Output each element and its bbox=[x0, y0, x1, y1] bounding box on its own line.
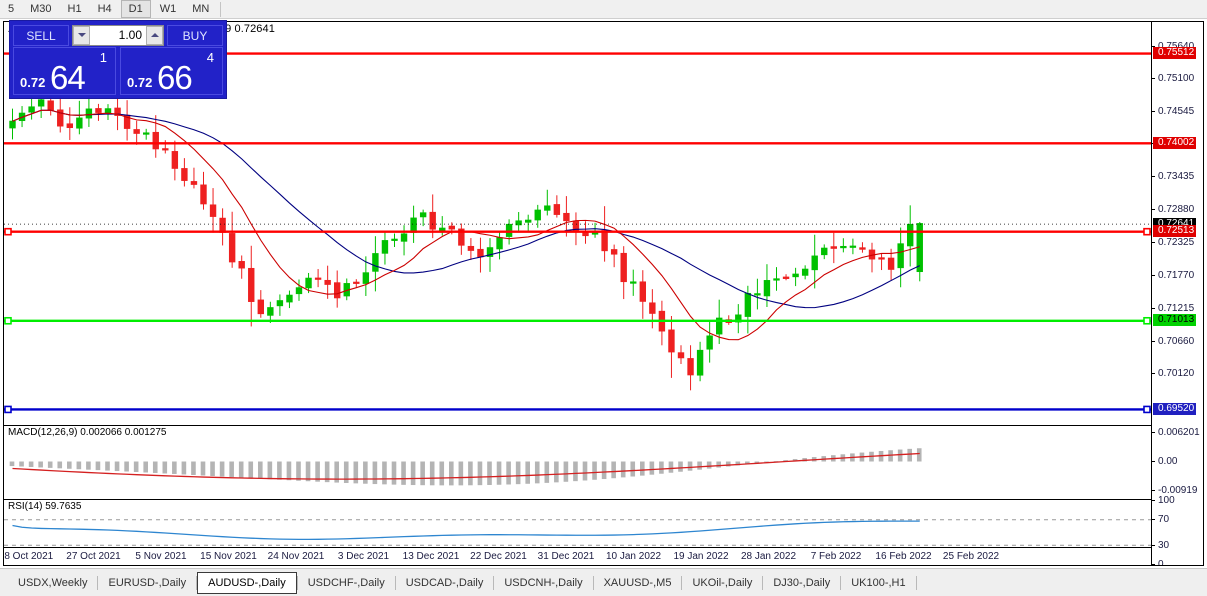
tab-divider bbox=[762, 575, 764, 590]
price-level-label-support: 0.71013 bbox=[1153, 314, 1197, 327]
price-tick: 0.70660 bbox=[1152, 336, 1203, 347]
price-tick: 0.71215 bbox=[1152, 303, 1203, 314]
macd-tick: -0.00919 bbox=[1152, 485, 1203, 496]
chevron-up-icon bbox=[150, 33, 159, 37]
tab-divider bbox=[840, 575, 842, 590]
rsi-tick: 0 bbox=[1152, 559, 1203, 565]
date-tick: 27 Oct 2021 bbox=[66, 551, 121, 562]
date-tick: 24 Nov 2021 bbox=[267, 551, 325, 562]
tab-divider bbox=[296, 575, 298, 590]
price-tick: 0.70120 bbox=[1152, 368, 1203, 379]
toolbar-divider bbox=[220, 1, 222, 17]
tab-divider bbox=[915, 575, 917, 590]
date-tick: 22 Dec 2021 bbox=[470, 551, 527, 562]
chart-window[interactable]: AUDUSD-,Daily 0.71834 0.72667 0.71669 0.… bbox=[3, 21, 1204, 566]
rsi-tick: 70 bbox=[1152, 514, 1203, 525]
timeframe-w1[interactable]: W1 bbox=[159, 2, 177, 15]
tab-divider bbox=[493, 575, 495, 590]
chart-tab-usdchf-daily[interactable]: USDCHF-,Daily bbox=[307, 576, 385, 589]
chart-tab-ukoil-daily[interactable]: UKOil-,Daily bbox=[692, 576, 753, 589]
sell-price-main: 64 bbox=[50, 59, 86, 96]
tab-divider bbox=[592, 575, 594, 590]
rsi-plot bbox=[4, 519, 1152, 546]
price-level-label-ask-line: 0.69520 bbox=[1153, 402, 1197, 415]
candlestick-plot bbox=[4, 52, 1152, 414]
date-tick: 10 Jan 2022 bbox=[605, 551, 662, 562]
timeframe-mn[interactable]: MN bbox=[192, 2, 210, 15]
date-tick: 7 Feb 2022 bbox=[810, 551, 862, 562]
price-tick: 0.75100 bbox=[1152, 73, 1203, 84]
one-click-trading-panel[interactable]: SELL 1.00 BUY 0.72 64 1 0.72 66 4 bbox=[9, 20, 227, 99]
chart-tab-eurusd-daily[interactable]: EURUSD-,Daily bbox=[108, 576, 187, 589]
macd-tick: 0.006201 bbox=[1152, 427, 1203, 438]
chart-tabs-bar[interactable]: USDX,Weekly EURUSD-,Daily AUDUSD-,Daily USD… bbox=[0, 568, 1207, 596]
quantity-stepper[interactable]: 1.00 bbox=[72, 24, 164, 46]
date-axis[interactable]: 18 Oct 2021 27 Oct 2021 5 Nov 2021 15 Nov 2… bbox=[4, 547, 1152, 565]
price-tick: 0.72880 bbox=[1152, 204, 1203, 215]
chart-tab-usdcad-daily[interactable]: USDCAD-,Daily bbox=[405, 576, 484, 589]
date-tick: 18 Oct 2021 bbox=[3, 551, 54, 562]
quantity-decrement-button[interactable] bbox=[73, 25, 90, 45]
price-level-label-resistance: 0.74002 bbox=[1153, 136, 1197, 149]
tab-divider bbox=[394, 575, 396, 590]
price-pane[interactable] bbox=[4, 36, 1152, 422]
chart-tab-dj30-daily[interactable]: DJ30-,Daily bbox=[773, 576, 831, 589]
date-tick: 31 Dec 2021 bbox=[537, 551, 595, 562]
chart-tab-usdcnh-daily[interactable]: USDCNH-,Daily bbox=[504, 576, 583, 589]
chart-tab-xauusd-m5[interactable]: XAUUSD-,M5 bbox=[603, 576, 672, 589]
rsi-tick: 30 bbox=[1152, 540, 1203, 551]
buy-price-main: 66 bbox=[157, 59, 193, 96]
price-tick: 0.71770 bbox=[1152, 270, 1203, 281]
macd-tick: 0.00 bbox=[1152, 456, 1203, 467]
price-tick: 0.73435 bbox=[1152, 171, 1203, 182]
chart-tab-uk100-h1[interactable]: UK100-,H1 bbox=[851, 576, 906, 589]
sell-price-box[interactable]: 0.72 64 1 bbox=[13, 47, 116, 96]
chart-tab-audusd-daily[interactable]: AUDUSD-,Daily bbox=[197, 571, 297, 594]
sell-price-prefix: 0.72 bbox=[20, 75, 46, 90]
date-tick: 13 Dec 2021 bbox=[402, 551, 460, 562]
chart-tab-usdx-weekly[interactable]: USDX,Weekly bbox=[18, 576, 88, 589]
price-level-label-resistance: 0.72513 bbox=[1153, 225, 1197, 238]
date-tick: 19 Jan 2022 bbox=[673, 551, 729, 562]
macd-label: MACD(12,26,9) 0.002066 0.001275 bbox=[8, 427, 167, 438]
timeframe-h4[interactable]: H4 bbox=[97, 2, 112, 15]
macd-pane[interactable]: MACD(12,26,9) 0.002066 0.001275 bbox=[4, 425, 1152, 497]
timeframe-5[interactable]: 5 bbox=[8, 2, 15, 15]
sell-price-fraction: 1 bbox=[99, 50, 107, 65]
chevron-down-icon bbox=[77, 33, 86, 37]
buy-price-fraction: 4 bbox=[206, 50, 214, 65]
date-tick: 28 Jan 2022 bbox=[740, 551, 797, 562]
sell-button[interactable]: SELL bbox=[13, 24, 69, 46]
quantity-input[interactable]: 1.00 bbox=[90, 25, 146, 45]
date-tick: 25 Feb 2022 bbox=[942, 551, 1000, 562]
price-level-label-resistance: 0.75512 bbox=[1153, 47, 1197, 60]
macd-plot bbox=[9, 448, 922, 486]
buy-price-box[interactable]: 0.72 66 4 bbox=[120, 47, 223, 96]
trade-panel-prices: 0.72 64 1 0.72 66 4 bbox=[10, 46, 226, 98]
date-tick: 5 Nov 2021 bbox=[135, 551, 187, 562]
tab-divider bbox=[196, 575, 198, 590]
rsi-label: RSI(14) 59.7635 bbox=[8, 501, 82, 512]
trade-panel-top-row: SELL 1.00 BUY bbox=[10, 21, 226, 46]
tab-divider bbox=[97, 575, 99, 590]
timeframe-d1[interactable]: D1 bbox=[120, 0, 151, 18]
date-tick: 16 Feb 2022 bbox=[875, 551, 932, 562]
price-tick: 0.74545 bbox=[1152, 106, 1203, 117]
timeframe-h1[interactable]: H1 bbox=[67, 2, 82, 15]
quantity-increment-button[interactable] bbox=[146, 25, 163, 45]
rsi-tick: 100 bbox=[1152, 495, 1203, 506]
price-tick: 0.75640 bbox=[1152, 41, 1203, 52]
timeframe-toolbar: 5 M30 H1 H4 D1 W1 MN bbox=[0, 0, 1207, 19]
price-scale[interactable]: 0.75640 0.75100 0.74545 0.74002 0.73435 0.728… bbox=[1151, 22, 1203, 565]
tab-divider bbox=[681, 575, 683, 590]
buy-button[interactable]: BUY bbox=[167, 24, 223, 46]
price-tick: 0.72325 bbox=[1152, 237, 1203, 248]
date-tick: 15 Nov 2021 bbox=[200, 551, 257, 562]
date-tick: 3 Dec 2021 bbox=[337, 551, 390, 562]
buy-price-prefix: 0.72 bbox=[127, 75, 153, 90]
timeframe-m30[interactable]: M30 bbox=[30, 2, 52, 15]
